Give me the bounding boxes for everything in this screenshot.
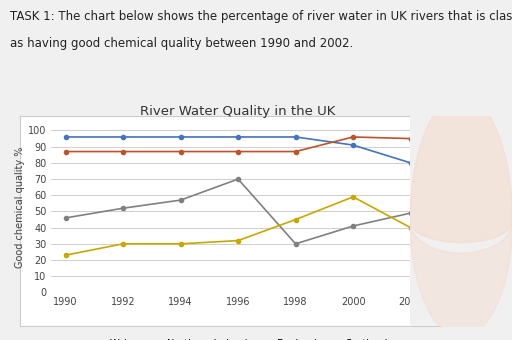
Text: TASK 1: The chart below shows the percentage of river water in UK rivers that is: TASK 1: The chart below shows the percen… (10, 10, 512, 23)
Wales (350, 143, 356, 147)
England (120, 206, 126, 210)
Line: Scotland: Scotland (63, 195, 413, 257)
Wales (292, 135, 298, 139)
England (292, 242, 298, 246)
Line: England: England (63, 177, 413, 246)
Wales (62, 135, 69, 139)
England (62, 216, 69, 220)
Legend: Wales, Northern Ireland, England, Scotland: Wales, Northern Ireland, England, Scotla… (84, 335, 392, 340)
Scotland (120, 242, 126, 246)
Line: Wales: Wales (63, 135, 413, 165)
Scotland (62, 253, 69, 257)
Northern Ireland (350, 135, 356, 139)
Northern Ireland (120, 150, 126, 154)
Northern Ireland (178, 150, 184, 154)
England (178, 198, 184, 202)
Northern Ireland (292, 150, 298, 154)
Wales (120, 135, 126, 139)
Scotland (408, 226, 414, 230)
Scotland (350, 195, 356, 199)
Scotland (235, 239, 241, 243)
Northern Ireland (62, 150, 69, 154)
Line: Northern Ireland: Northern Ireland (63, 135, 413, 154)
England (235, 177, 241, 181)
Scotland (292, 218, 298, 222)
England (408, 211, 414, 215)
England (350, 224, 356, 228)
Text: as having good chemical quality between 1990 and 2002.: as having good chemical quality between … (10, 37, 353, 50)
Wales (178, 135, 184, 139)
Title: River Water Quality in the UK: River Water Quality in the UK (140, 105, 336, 118)
Y-axis label: Good chemical quality %: Good chemical quality % (15, 147, 25, 268)
Wales (235, 135, 241, 139)
Scotland (178, 242, 184, 246)
Northern Ireland (408, 137, 414, 141)
Wales (408, 161, 414, 165)
Northern Ireland (235, 150, 241, 154)
